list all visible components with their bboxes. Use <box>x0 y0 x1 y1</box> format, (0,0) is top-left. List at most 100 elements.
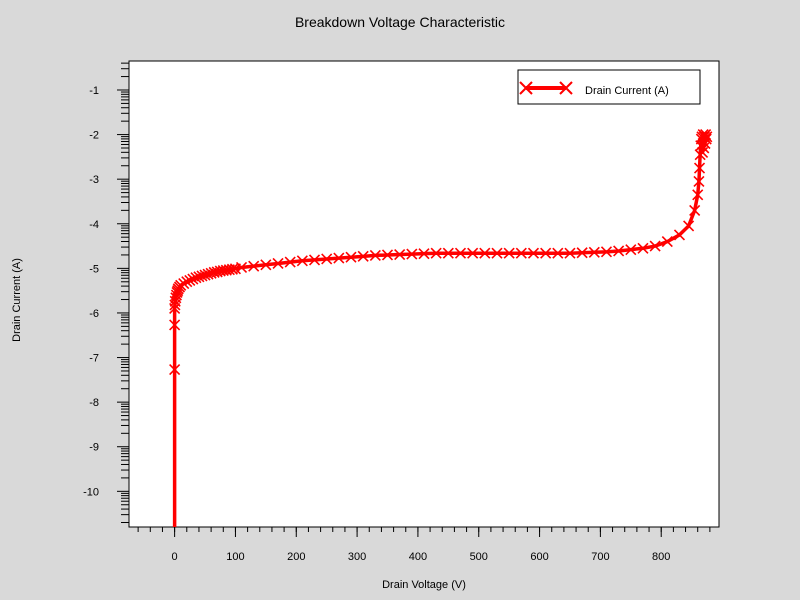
marker-stroke <box>394 248 406 261</box>
data-point <box>345 251 357 263</box>
marker-stroke <box>193 271 205 283</box>
x-tick-label: 200 <box>287 551 305 563</box>
marker-stroke <box>190 272 202 284</box>
marker-stroke <box>248 260 260 272</box>
data-point <box>637 242 649 254</box>
data-point <box>503 247 515 259</box>
data-point <box>600 246 613 258</box>
y-tick-label: -3 <box>89 174 99 186</box>
data-point <box>394 248 406 261</box>
marker-stroke <box>683 220 695 232</box>
data-point <box>381 249 394 261</box>
data-point <box>661 236 673 248</box>
data-point <box>430 247 442 259</box>
marker-stroke <box>673 229 686 241</box>
marker-stroke <box>519 81 533 95</box>
data-point <box>692 189 704 201</box>
marker-stroke <box>540 247 552 259</box>
data-point <box>693 175 705 187</box>
marker-stroke <box>552 247 564 259</box>
marker-stroke <box>576 247 588 259</box>
data-point <box>406 248 418 260</box>
marker-stroke <box>345 251 357 263</box>
marker-stroke <box>515 247 527 259</box>
marker-stroke <box>196 270 208 282</box>
data-point <box>479 247 491 259</box>
marker-stroke <box>649 240 661 252</box>
data-point <box>308 254 321 266</box>
y-tick-label: -6 <box>89 308 99 320</box>
x-axis-label: Drain Voltage (V) <box>382 579 466 591</box>
series-layer <box>169 129 713 527</box>
marker-stroke <box>418 248 430 260</box>
x-tick-label: 400 <box>409 551 427 563</box>
marker-stroke <box>284 256 296 268</box>
data-point <box>701 131 713 143</box>
data-point <box>178 277 190 290</box>
marker-stroke <box>454 247 467 259</box>
marker-stroke <box>701 131 713 143</box>
y-tick-label: -5 <box>89 263 99 275</box>
marker-stroke <box>272 257 284 270</box>
x-tick-label: 500 <box>470 551 488 563</box>
data-point <box>693 162 706 174</box>
marker-stroke <box>559 81 573 95</box>
y-tick-label: -2 <box>89 130 99 142</box>
marker-stroke <box>588 246 600 258</box>
marker-stroke <box>169 364 181 376</box>
marker-stroke <box>169 299 181 311</box>
marker-stroke <box>178 277 190 290</box>
data-point <box>226 263 238 275</box>
data-point <box>284 256 296 268</box>
data-point <box>540 247 552 259</box>
marker-stroke <box>202 268 214 280</box>
data-point <box>454 247 467 259</box>
data-point <box>625 244 637 256</box>
marker-stroke <box>661 236 673 248</box>
marker-stroke <box>693 162 706 174</box>
data-point <box>515 247 527 259</box>
data-point <box>181 276 193 288</box>
marker-stroke <box>479 247 491 259</box>
data-point <box>689 204 701 216</box>
data-point <box>418 248 430 260</box>
x-axis: 0 100 200 300 400 500 600 700 800 <box>137 527 711 563</box>
y-tick-label: -7 <box>89 353 99 365</box>
data-point <box>357 250 369 262</box>
x-tick-label: 100 <box>226 551 244 563</box>
marker-stroke <box>235 261 248 274</box>
marker-stroke <box>625 244 637 256</box>
marker-stroke <box>226 263 238 275</box>
data-point <box>196 270 208 282</box>
marker-stroke <box>296 255 308 267</box>
data-point <box>369 249 381 261</box>
marker-stroke <box>333 252 345 264</box>
marker-stroke <box>600 246 613 258</box>
marker-stroke <box>430 247 442 259</box>
data-point <box>467 247 479 259</box>
marker-stroke <box>467 247 479 259</box>
data-point <box>333 252 345 264</box>
y-tick-label: -9 <box>89 442 99 454</box>
x-tick-label: 700 <box>591 551 609 563</box>
marker-stroke <box>491 247 503 259</box>
marker-stroke <box>175 279 187 291</box>
data-point <box>491 247 503 259</box>
y-tick-label: -8 <box>89 397 99 409</box>
marker-stroke <box>527 247 540 259</box>
marker-stroke <box>613 245 625 257</box>
marker-stroke <box>700 133 712 145</box>
data-point <box>296 255 308 267</box>
marker-stroke <box>260 259 272 271</box>
data-point <box>184 274 196 286</box>
marker-stroke <box>181 276 193 288</box>
data-point <box>683 220 695 232</box>
data-point <box>248 260 260 272</box>
data-point <box>442 247 454 259</box>
data-point <box>576 247 588 259</box>
data-point <box>169 364 181 376</box>
data-point <box>260 259 272 271</box>
marker-stroke <box>406 248 418 260</box>
marker-stroke <box>308 254 321 266</box>
